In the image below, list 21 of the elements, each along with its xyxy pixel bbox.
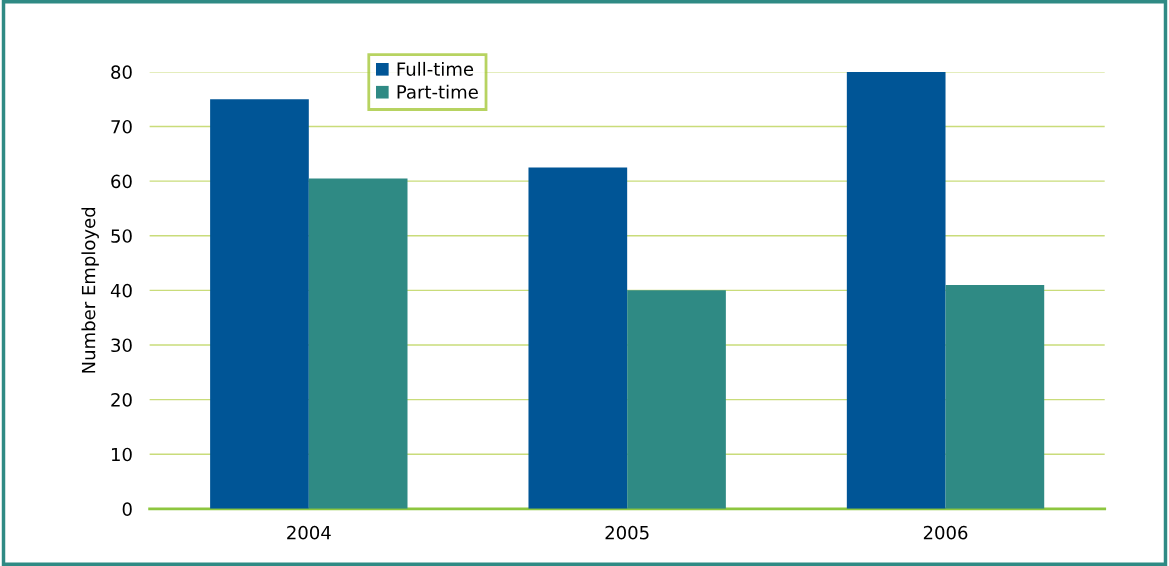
y-tick-label: 20	[111, 393, 132, 407]
x-tick-label: 2004	[287, 525, 331, 540]
y-tick-label: 50	[111, 229, 132, 243]
bar	[846, 71, 946, 509]
bar	[627, 290, 726, 509]
x-tick-label: 2006	[923, 525, 968, 540]
y-tick-label: 40	[110, 283, 132, 298]
bar	[210, 99, 309, 509]
bar	[528, 167, 628, 509]
legend-label: Part-time	[397, 84, 478, 99]
bar	[945, 284, 1045, 509]
y-tick-label: 60	[111, 174, 132, 189]
y-tick-label: 0	[122, 502, 132, 516]
y-tick-label: 30	[111, 338, 132, 353]
y-axis-title: Number Employed	[81, 207, 99, 373]
y-tick-label: 70	[111, 119, 132, 134]
x-tick-label: 2005	[605, 525, 649, 540]
bar	[308, 178, 408, 509]
y-tick-label: 80	[111, 65, 132, 79]
y-tick-label: 10	[111, 447, 132, 462]
legend-label: Full-time	[397, 61, 474, 76]
